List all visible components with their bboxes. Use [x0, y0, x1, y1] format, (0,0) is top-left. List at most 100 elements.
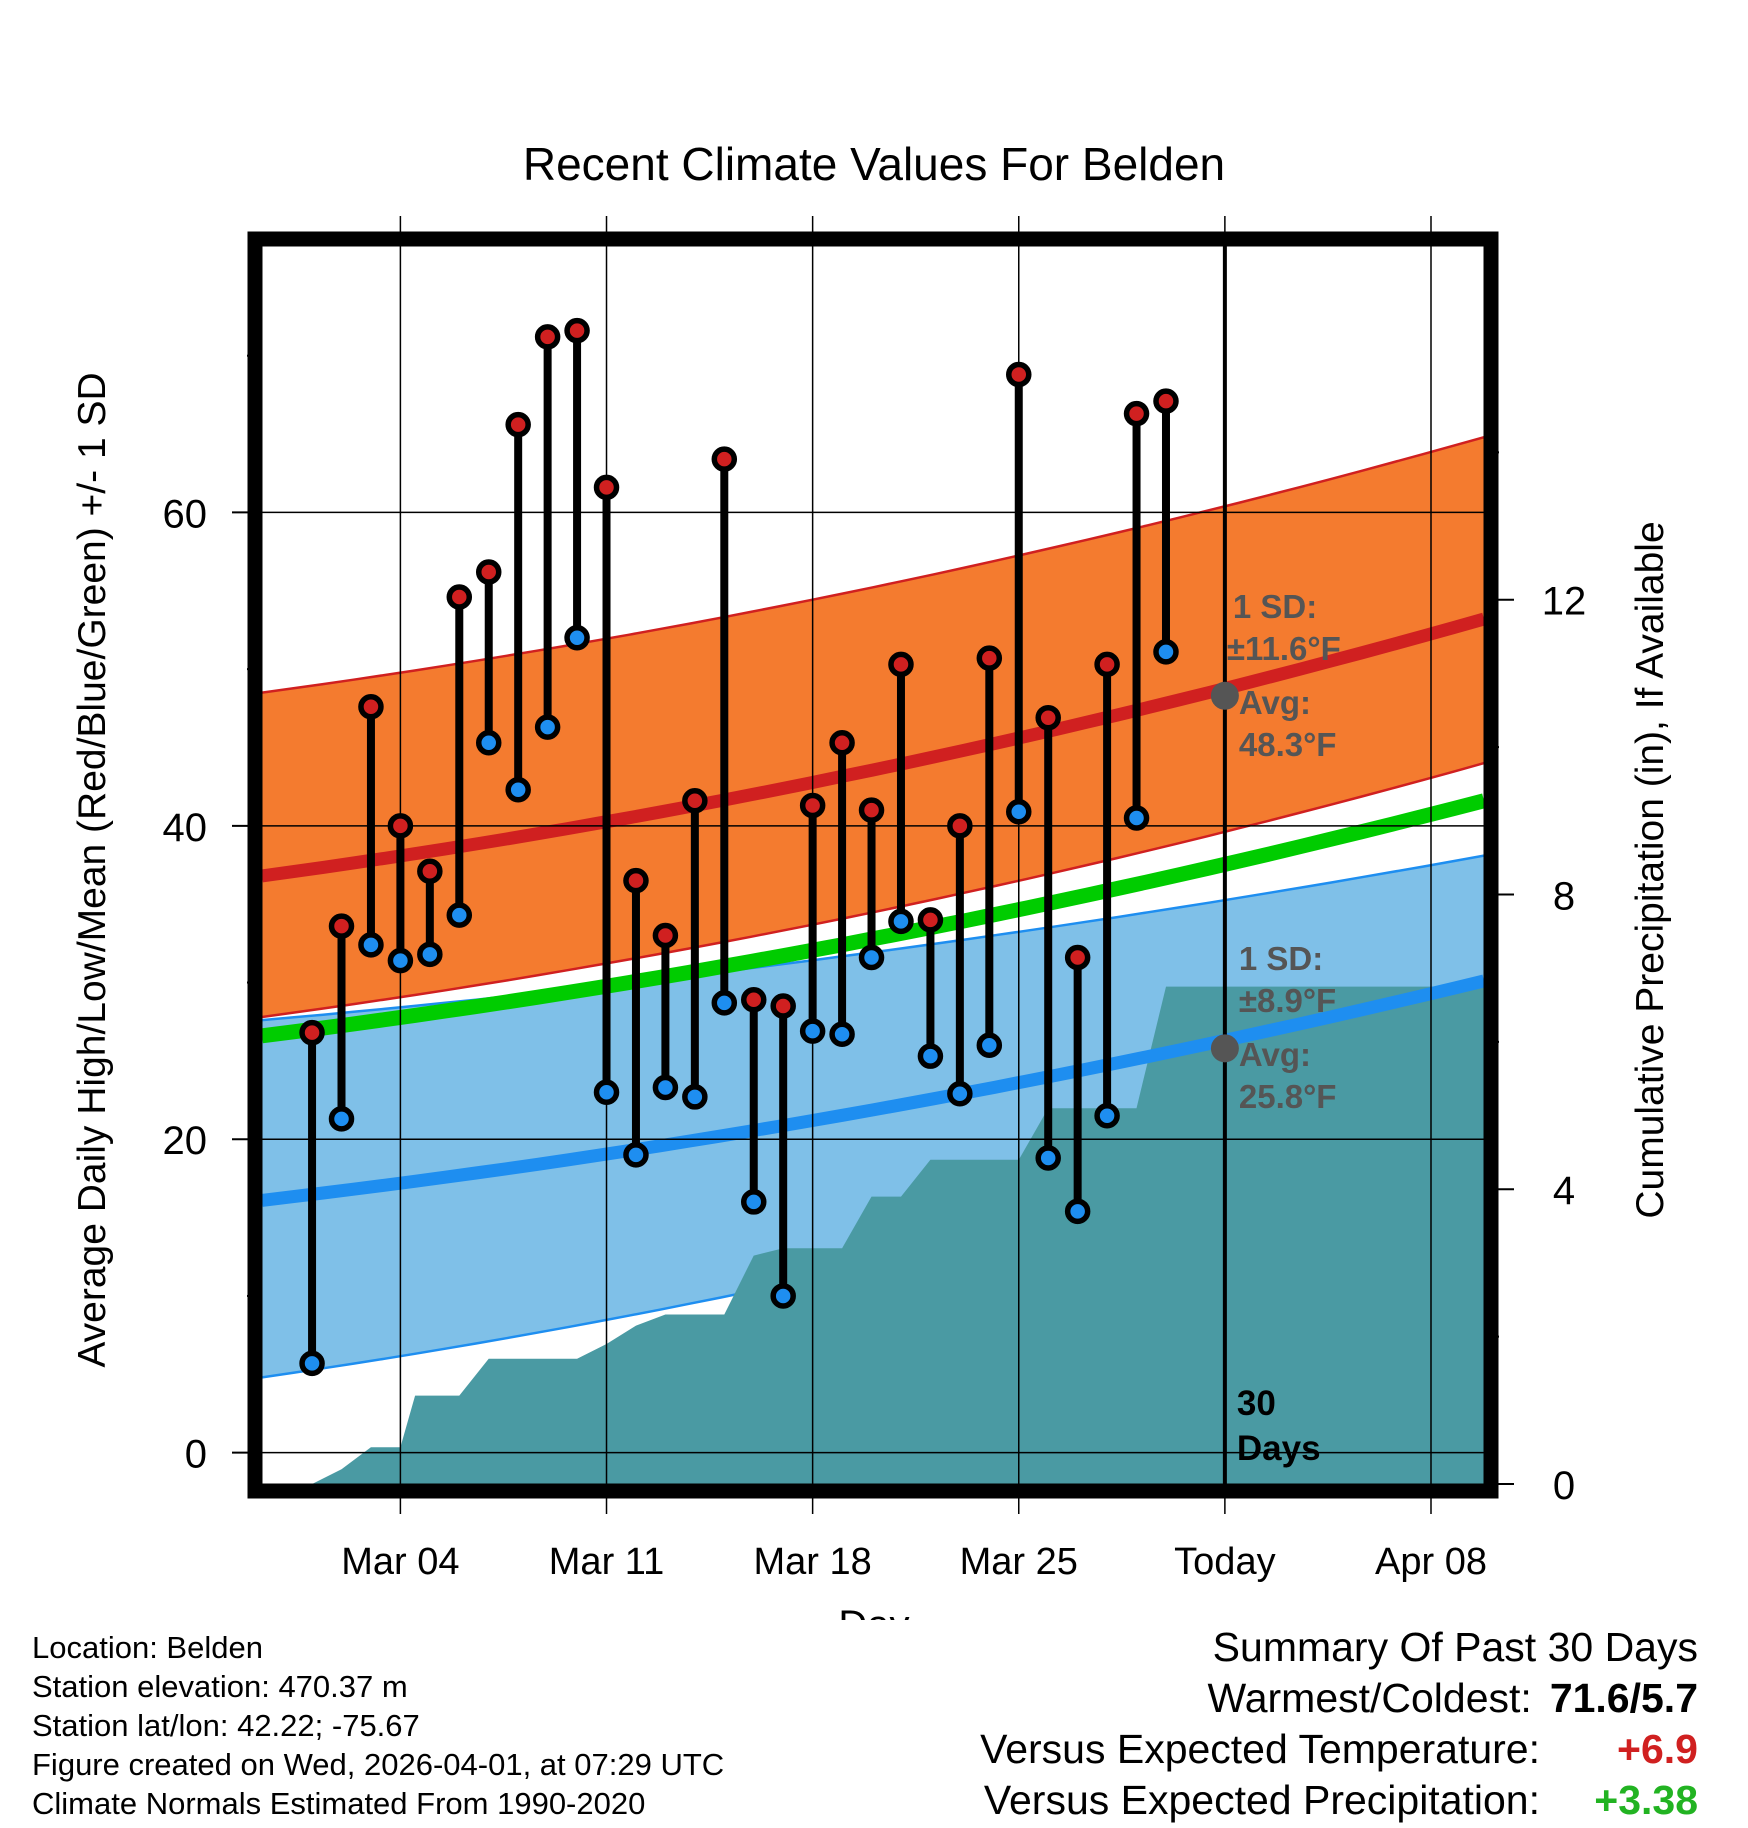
x-tick-label: Mar 04 — [341, 1541, 459, 1583]
low-avg-line — [262, 974, 1484, 1207]
temp-label: Versus Expected Temperature: — [980, 1726, 1540, 1772]
low-point — [446, 902, 473, 928]
x-tick-label: Apr 08 — [1375, 1541, 1487, 1583]
low-point — [858, 944, 885, 971]
y-tick-label: 0 — [185, 1433, 207, 1477]
high-point — [947, 813, 973, 839]
low-point — [1035, 1145, 1061, 1171]
y2-tick-label: 4 — [1553, 1169, 1575, 1213]
high-avg-label: Avg: — [1239, 684, 1311, 721]
temp-value: +6.9 — [1617, 1726, 1698, 1772]
low-point — [328, 1106, 355, 1132]
high-point — [917, 907, 944, 933]
climate-chart: Recent Climate Values For Belden 1 SD: ±1… — [71, 138, 1672, 1620]
summary-title: Summary Of Past 30 Days — [1212, 1624, 1698, 1670]
high-point — [387, 813, 414, 839]
low-avg-label: Avg: — [1239, 1036, 1311, 1073]
warmest-value: 71.6/5.7 — [1549, 1675, 1698, 1721]
summary-precip-row: Versus Expected Precipitation: +3.38 — [980, 1775, 1698, 1826]
high-point — [593, 474, 620, 501]
today-low-avg-marker — [1210, 1034, 1239, 1063]
high-point — [1094, 651, 1120, 678]
low-point — [299, 1350, 325, 1377]
today-high-avg-marker — [1210, 681, 1239, 710]
x-axis-label: Day — [838, 1603, 909, 1620]
y2-axis-label: Cumulative Precipitation (in), If Availa… — [1629, 521, 1672, 1218]
low-point — [888, 908, 914, 935]
plot-clip-group — [262, 435, 1484, 1484]
normals-text: Climate Normals Estimated From 1990-2020 — [32, 1786, 646, 1821]
warmest-label: Warmest/Coldest: — [1207, 1675, 1532, 1721]
low-sd-label: 1 SD: — [1239, 940, 1323, 977]
high-point — [858, 797, 885, 823]
low-point — [829, 1021, 855, 1047]
x-tick-label: Today — [1174, 1541, 1275, 1583]
low-point — [799, 1018, 826, 1044]
high-point — [299, 1019, 325, 1046]
low-point — [358, 932, 384, 958]
period-label-number: 30 — [1237, 1384, 1276, 1423]
low-point — [534, 714, 561, 740]
high-point — [623, 867, 649, 894]
high-point — [682, 787, 708, 814]
high-point — [1153, 388, 1179, 414]
high-sd-value: ±11.6°F — [1227, 630, 1341, 667]
high-point — [446, 584, 473, 610]
elevation-text: Station elevation: 470.37 m — [32, 1669, 408, 1704]
low-point — [947, 1081, 973, 1107]
station-info: Location: Belden Station elevation: 470.… — [32, 1628, 724, 1823]
high-point — [475, 559, 502, 585]
low-avg-value: 25.8°F — [1239, 1078, 1337, 1115]
low-point — [770, 1283, 796, 1309]
high-point — [534, 324, 561, 350]
low-point — [593, 1079, 620, 1105]
precip-area — [262, 986, 1484, 1484]
y2-tick-label: 0 — [1553, 1464, 1575, 1508]
y-tick-label: 60 — [163, 492, 208, 536]
y-tick-label: 20 — [163, 1119, 208, 1163]
plot-frame — [247, 231, 1499, 1499]
high-point — [1064, 944, 1091, 971]
low-point — [475, 730, 502, 756]
high-point — [1006, 361, 1032, 388]
high-point — [711, 446, 738, 472]
y-axis-label: Average Daily High/Low/Mean (Red/Blue/Gr… — [71, 372, 114, 1367]
latlon-text: Station lat/lon: 42.22; -75.67 — [32, 1708, 420, 1743]
high-point — [770, 993, 796, 1019]
high-point — [799, 792, 826, 819]
precip-value: +3.38 — [1594, 1777, 1698, 1823]
precip-label: Versus Expected Precipitation: — [983, 1777, 1540, 1823]
y2-tick-label: 8 — [1553, 874, 1575, 918]
x-tick-label: Mar 11 — [549, 1541, 664, 1583]
low-point — [976, 1032, 1003, 1058]
summary-panel: Summary Of Past 30 Days Warmest/Coldest:… — [980, 1622, 1698, 1826]
high-sd-band — [262, 437, 1484, 1017]
high-sd-label: 1 SD: — [1233, 588, 1317, 625]
high-point — [417, 858, 443, 885]
high-sd-upper-line — [262, 435, 1484, 694]
plot-area: 1 SD: ±11.6°F Avg: 48.3°F 1 SD: ±8.9°F Avg: 25.… — [163, 216, 1587, 1583]
high-point — [740, 987, 767, 1013]
high-point — [829, 730, 855, 756]
high-point — [652, 922, 679, 949]
low-point — [1094, 1102, 1120, 1129]
low-point — [505, 777, 531, 803]
low-sd-value: ±8.9°F — [1239, 982, 1336, 1019]
y2-tick-label: 12 — [1542, 580, 1587, 624]
low-point — [740, 1189, 767, 1215]
chart-title: Recent Climate Values For Belden — [523, 138, 1225, 190]
x-tick-label: Mar 25 — [960, 1541, 1078, 1583]
high-point — [564, 317, 590, 344]
x-tick-label: Mar 18 — [753, 1541, 871, 1583]
high-point — [888, 651, 914, 678]
summary-warmest-row: Warmest/Coldest: 71.6/5.7 — [980, 1673, 1698, 1724]
high-point — [976, 645, 1003, 671]
low-point — [417, 941, 443, 968]
created-text: Figure created on Wed, 2026-04-01, at 07… — [32, 1747, 725, 1782]
low-point — [917, 1043, 944, 1069]
y-tick-label: 40 — [163, 806, 208, 850]
summary-temp-row: Versus Expected Temperature: +6.9 — [980, 1724, 1698, 1775]
low-point — [1153, 639, 1179, 665]
low-point — [623, 1142, 649, 1168]
location-text: Location: Belden — [32, 1630, 263, 1665]
